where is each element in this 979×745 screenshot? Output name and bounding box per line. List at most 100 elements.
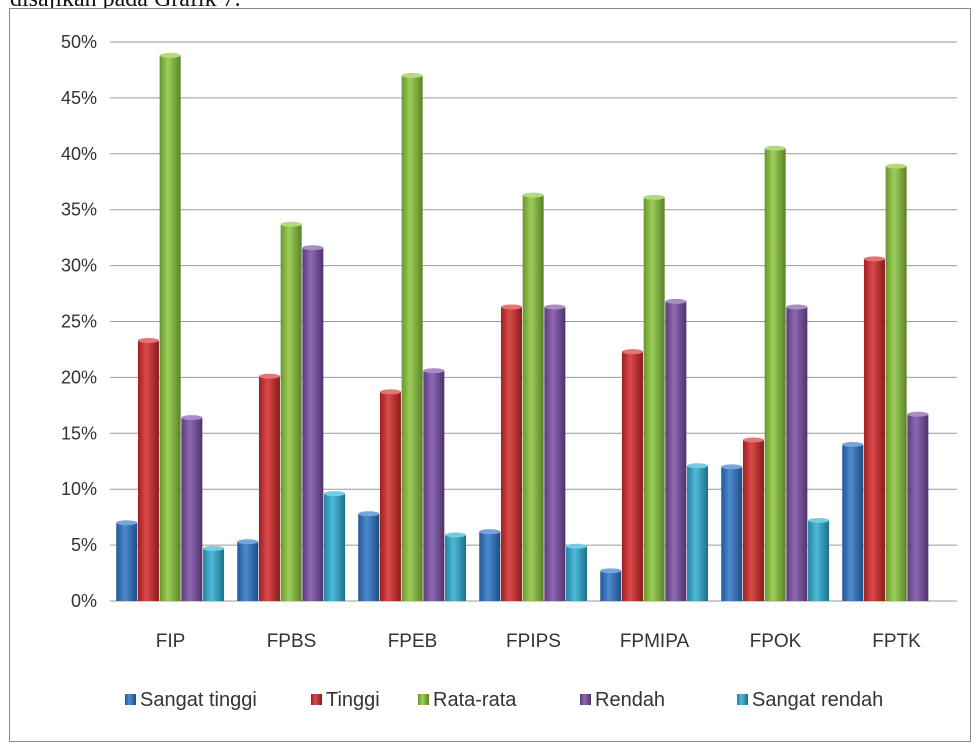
bar-fpeb-tinggi [379,391,401,601]
bar-fip-rendah [181,417,203,601]
bar-top-cap [808,518,830,524]
bar-top-cap [116,520,138,526]
y-tick-label: 0% [71,591,97,611]
bar-fpmipa-tinggi [621,351,643,601]
bar-top-cap [358,511,380,517]
bar-fpok-rendah [786,306,808,601]
bar-top-cap [203,545,225,551]
bar-top-cap [159,52,181,58]
x-axis-category-labels: FIP FPBS FPEB FPIPS FPMIPA FPOK FPTK [156,631,921,652]
bar-fpips-sangat-tinggi [479,531,501,601]
bar-fpips-tinggi [500,306,522,601]
bar-fpok-tinggi [742,440,764,601]
bar-top-cap [302,245,324,251]
bar-top-cap [258,373,280,379]
chart-legend: Sangat tinggi Tinggi Rata-rata Rendah Sangat… [125,689,883,711]
legend-label: Rendah [595,689,665,711]
y-tick-label: 5% [71,535,97,555]
y-tick-label: 20% [61,367,97,387]
bar-top-cap [379,389,401,395]
bar-fpmipa-rendah [665,301,687,601]
y-tick-label: 35% [61,200,97,220]
bar-top-cap [643,194,665,200]
bar-top-cap [237,539,259,545]
legend-label: Sangat rendah [752,689,883,711]
bar-fpips-rendah [544,306,566,601]
bar-fpips-rata-rata [522,195,544,601]
bar-fpips-sangat-rendah [566,546,588,601]
legend-label: Rata-rata [433,689,517,711]
bar-top-cap [907,411,929,417]
bar-top-cap [600,568,622,574]
x-category-label: FIP [156,631,186,652]
bar-top-cap [621,349,643,355]
bar-top-cap [423,368,445,374]
y-tick-label: 10% [61,479,97,499]
legend-swatch [737,694,748,705]
y-tick-label: 50% [61,32,97,52]
bar-top-cap [500,304,522,310]
bar-fptk-rendah [907,414,929,601]
bar-fpeb-sangat-tinggi [358,513,380,601]
legend-label: Tinggi [326,689,380,711]
bar-fpbs-rata-rata [280,224,302,601]
legend-swatch [580,694,591,705]
bar-top-cap [842,441,864,447]
bar-fpok-sangat-tinggi [721,466,743,601]
x-category-label: FPMIPA [620,631,690,652]
bar-fpmipa-rata-rata [643,197,665,602]
bar-fpok-rata-rata [764,148,786,601]
x-category-label: FPIPS [506,631,561,652]
bar-fpmipa-sangat-rendah [687,465,709,601]
bar-fptk-tinggi [863,258,885,601]
y-tick-label: 45% [61,88,97,108]
y-tick-label: 25% [61,312,97,332]
legend-swatch [311,694,322,705]
y-tick-label: 40% [61,144,97,164]
bar-fpeb-rendah [423,370,445,601]
y-tick-label: 30% [61,256,97,276]
bar-top-cap [742,437,764,443]
bar-top-cap [137,338,159,344]
bar-top-cap [863,256,885,262]
bar-fpmipa-sangat-tinggi [600,570,622,601]
bar-top-cap [544,304,566,310]
bar-fpeb-sangat-rendah [445,535,467,601]
x-category-label: FPEB [388,631,438,652]
bar-top-cap [721,464,743,470]
bar-fpeb-rata-rata [401,75,423,602]
y-axis-tick-labels: 0% 5% 10% 15% 20% 25% 30% 35% 40% 45% 50% [61,32,97,611]
bar-top-cap [687,463,709,469]
bar-fpbs-tinggi [258,376,280,601]
bar-top-cap [181,415,203,421]
y-tick-label: 15% [61,423,97,443]
bar-fptk-sangat-tinggi [842,444,864,601]
x-category-label: FPBS [267,631,317,652]
bar-top-cap [665,298,687,304]
bar-fpbs-sangat-rendah [324,493,346,601]
bar-top-cap [445,532,467,538]
x-category-label: FPOK [750,631,802,652]
legend-label: Sangat tinggi [140,689,257,711]
bar-fip-rata-rata [159,55,181,601]
legend-swatch [418,694,429,705]
x-category-label: FPTK [872,631,921,652]
bar-fpok-sangat-rendah [808,520,830,601]
bar-fpbs-rendah [302,247,324,601]
bar-top-cap [324,491,346,497]
bar-top-cap [885,163,907,169]
bar-fip-sangat-rendah [203,548,225,601]
chart-bars [116,52,929,602]
bar-top-cap [764,145,786,151]
bar-top-cap [786,304,808,310]
bar-top-cap [566,543,588,549]
bar-fip-tinggi [137,340,159,601]
legend-swatch [125,694,136,705]
bar-fptk-rata-rata [885,166,907,601]
bar-top-cap [479,529,501,535]
bar-top-cap [280,221,302,227]
bar-fpbs-sangat-tinggi [237,541,259,601]
bar-top-cap [522,192,544,198]
bar-fip-sangat-tinggi [116,522,138,601]
